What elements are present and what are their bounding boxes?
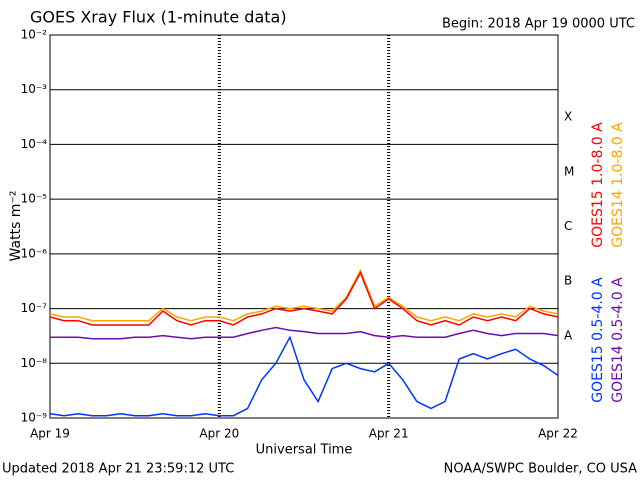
y-tick-label: 10⁻⁷	[21, 301, 48, 315]
legend-label: GOES15 1.0-8.0 A	[590, 122, 606, 248]
series-line	[50, 335, 558, 417]
x-tick-label: Apr 21	[369, 427, 409, 441]
x-tick-label: Apr 19	[30, 427, 70, 441]
y-tick-label: 10⁻⁵	[21, 192, 48, 206]
y-tick-label: 10⁻⁴	[21, 137, 48, 151]
y-tick-label: 10⁻⁸	[21, 356, 48, 370]
y-tick-label: 10⁻³	[21, 82, 48, 96]
class-label: C	[564, 219, 572, 233]
y-tick-label: 10⁻²	[21, 28, 48, 42]
y-axis-label: Watts m⁻²	[8, 191, 24, 262]
class-label: M	[564, 164, 574, 178]
chart-title: GOES Xray Flux (1-minute data)	[30, 8, 287, 27]
chart-subtitle: Begin: 2018 Apr 19 0000 UTC	[442, 17, 635, 32]
legend-label: GOES15 0.5-4.0 A	[590, 277, 606, 403]
series-line	[50, 268, 558, 322]
x-tick-label: Apr 20	[199, 427, 239, 441]
series-line	[50, 326, 558, 340]
class-label: B	[564, 274, 572, 288]
y-tick-label: 10⁻⁹	[21, 411, 48, 425]
legend-label: GOES14 0.5-4.0 A	[610, 277, 626, 403]
class-label: A	[564, 328, 573, 342]
series-line	[50, 271, 558, 326]
plot-frame	[49, 34, 559, 419]
legend-label: GOES14 1.0-8.0 A	[610, 122, 626, 248]
x-axis-label: Universal Time	[256, 443, 353, 458]
x-tick-label: Apr 22	[538, 427, 578, 441]
footer-left: Updated 2018 Apr 21 23:59:12 UTC	[2, 462, 234, 477]
footer-right: NOAA/SWPC Boulder, CO USA	[444, 462, 637, 477]
y-tick-label: 10⁻⁶	[21, 246, 48, 260]
class-label: X	[564, 110, 572, 124]
